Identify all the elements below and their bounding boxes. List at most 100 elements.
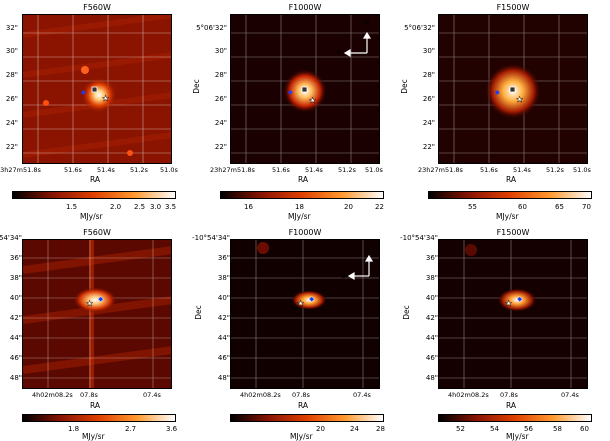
y-tick: 28" [214,71,227,79]
svg-text:◆: ◆ [517,295,523,303]
x-tick: 51.0s [365,166,383,174]
colorbar-tick: 2.5 [134,203,146,211]
y-tick: 42" [217,314,230,322]
colorbar-tick: 22 [375,203,384,211]
y-tick: 40" [217,294,230,302]
y-axis-title: Dec [399,79,409,94]
x-tick: 51.0s [160,166,178,174]
y-tick: 24" [5,119,18,127]
x-axis-title: RA [298,175,309,184]
y-tick: 48" [9,374,22,382]
x-tick: 23h27m51.8s [210,166,255,174]
x-axis-title: RA [506,401,517,410]
x-tick: 51.0s [573,166,591,174]
y-tick: 46" [425,354,438,362]
y-tick: 44" [217,334,230,342]
colorbar-tick: 28 [376,425,385,433]
y-tick: 26" [422,95,435,103]
y-tick: 22" [5,143,18,151]
colorbar-tick: 60 [518,203,527,211]
x-tick: 51.4s [305,166,323,174]
y-tick: 28" [422,71,435,79]
x-tick: 51.6s [272,166,290,174]
y-axis-title: Dec [191,79,201,94]
x-tick: 4h02m08.2s [32,391,73,399]
colorbar-unit: MJy/sr [496,212,519,221]
colorbar-tick: 2.7 [125,425,137,433]
panel-title: F560W [83,228,111,237]
colorbar-tick: 56 [524,425,533,433]
y-tick: 28" [5,71,18,79]
colorbar-tick: 1.8 [68,425,80,433]
image-f560w-bottom: ★ ◆ [22,239,172,389]
image-f1000w-top: ★ ◆ [230,14,380,164]
y-axis-title: Dec [401,305,411,320]
colorbar-unit: MJy/sr [506,432,529,441]
x-axis-title: RA [506,175,517,184]
y-tick: 26" [214,95,227,103]
y-tick: 36" [9,254,22,262]
compass-east-label: E [341,272,346,280]
y-tick: 32" [5,24,18,32]
compass-north-label: N [364,19,370,27]
x-tick: 07.8s [80,391,98,399]
colorbar-tick: 20 [316,425,325,433]
svg-text:◆: ◆ [98,295,104,303]
colorbar-tick: 3.0 [150,203,162,211]
y-tick: 42" [9,314,22,322]
x-tick: 51.2s [130,166,148,174]
x-tick: 51.6s [64,166,82,174]
panel-title: F560W [83,3,111,12]
colorbar-tick: 55 [468,203,477,211]
colorbar-tick: 60 [580,425,589,433]
panel-title: F1500W [496,228,530,237]
y-axis-title: Dec [193,305,203,320]
x-tick: 51.6s [480,166,498,174]
y-tick: 40" [425,294,438,302]
y-tick: 44" [9,334,22,342]
colorbar-tick: 16 [244,203,253,211]
colorbar-tick: 3.5 [165,203,177,211]
colorbar-tick: 70 [582,203,591,211]
y-tick: 5°06'32" [404,24,435,32]
compass-east-label: E [337,48,342,56]
y-tick: 24" [422,119,435,127]
y-tick: 38" [217,274,230,282]
x-axis-title: RA [298,401,309,410]
colorbar-tick: 18 [295,203,304,211]
y-tick: 24" [214,119,227,127]
colorbar-unit: MJy/sr [82,432,105,441]
y-tick: 5°06'32" [196,24,227,32]
x-tick: 07.4s [353,391,371,399]
svg-text:★: ★ [297,299,304,308]
x-axis-title: RA [90,401,101,410]
colorbar-tick: 52 [456,425,465,433]
y-tick: 36" [425,254,438,262]
svg-text:★: ★ [516,95,523,104]
compass-north-label: N [366,245,372,253]
svg-text:◆: ◆ [81,89,86,96]
svg-text:◆: ◆ [288,89,293,96]
colorbar [22,414,176,422]
y-tick: 48" [217,374,230,382]
svg-text:★: ★ [505,299,512,308]
x-tick: 07.8s [500,391,518,399]
colorbar-unit: MJy/sr [288,212,311,221]
y-tick: 42" [425,314,438,322]
y-tick: 46" [9,354,22,362]
svg-text:◆: ◆ [309,295,315,303]
colorbar [230,414,384,422]
panel-title: F1000W [288,3,322,12]
x-tick: 07.8s [292,391,310,399]
y-tick: 40" [9,294,22,302]
y-tick: -10°54'34" [192,234,230,242]
x-tick: 23h27m51.8s [0,166,41,174]
colorbar-tick: 65 [555,203,564,211]
y-tick: 48" [425,374,438,382]
y-tick: 36" [217,254,230,262]
colorbar-tick: 54 [490,425,499,433]
y-tick: 38" [9,274,22,282]
x-tick: 07.4s [143,391,161,399]
image-f1000w-bottom: ★ ◆ [230,239,380,389]
panel-title: F1500W [496,3,530,12]
